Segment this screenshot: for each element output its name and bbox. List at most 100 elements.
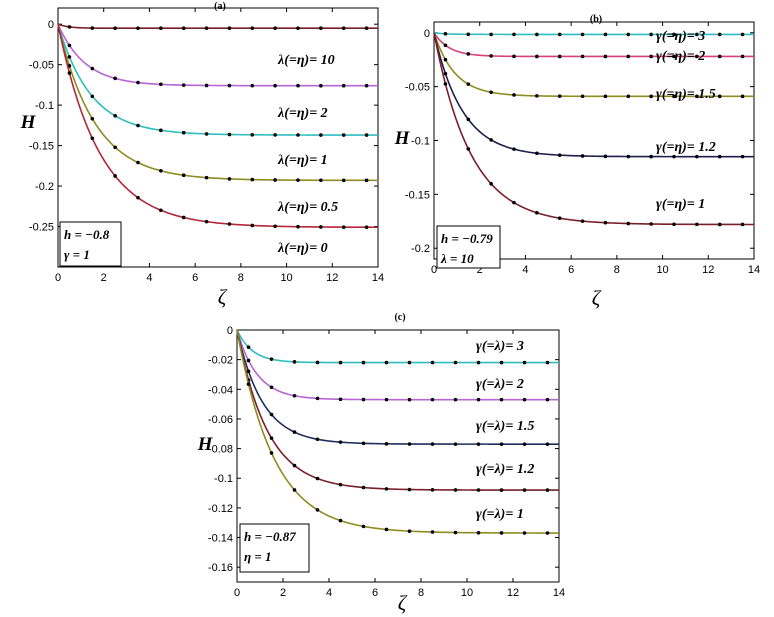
series-point	[649, 222, 653, 226]
y-tick-label: 0	[48, 19, 54, 31]
series-point	[522, 397, 527, 402]
series-point	[453, 530, 458, 535]
series-point	[453, 488, 458, 492]
series-point	[717, 54, 722, 59]
series-point	[296, 83, 300, 88]
series-point	[269, 357, 274, 361]
series-point	[315, 360, 320, 365]
series-point	[717, 94, 722, 99]
series-point	[338, 482, 343, 487]
series-point	[626, 94, 631, 99]
series-point	[364, 26, 369, 31]
panel-c: (c) 0 2 4 6 8 10 12 14 0 -0.02 -0.04 -0.06 -0.08 -0.1 -…	[197, 312, 566, 615]
parameter-box	[436, 225, 501, 269]
series-line	[236, 329, 559, 491]
series-point	[535, 151, 539, 156]
x-tick-label: 4	[146, 272, 152, 284]
series-point	[545, 531, 550, 535]
series-point	[512, 147, 516, 151]
series-point	[204, 175, 209, 180]
y-tick-label: -0.05	[29, 60, 54, 72]
panel-b: (b) 0 2 4 6 8 10 12 14 0 -0.05 -0.1 -0.15 -0.2 Hζ γ(=η)…	[394, 14, 761, 310]
series-point	[181, 26, 186, 31]
series-point	[338, 518, 343, 523]
series-point	[522, 360, 527, 365]
series-point	[443, 71, 448, 76]
series-point	[557, 216, 562, 220]
series-point	[67, 55, 72, 59]
series-point	[364, 178, 369, 183]
series-point	[159, 208, 163, 213]
y-tick-label: -0.1	[35, 100, 54, 112]
series-point	[580, 219, 585, 223]
series-point	[453, 360, 458, 365]
series-point	[384, 487, 389, 491]
series-point	[407, 397, 412, 402]
series-point	[292, 430, 297, 434]
series-point	[522, 442, 527, 446]
series-annotation: λ(=η)= 0.5	[277, 200, 338, 215]
series-point	[338, 360, 343, 365]
series-point	[136, 160, 140, 165]
y-tick-label: -0.1	[411, 136, 430, 148]
series-point	[695, 94, 699, 99]
x-axis-label: ζ	[592, 286, 602, 310]
x-tick-label: 8	[238, 272, 244, 284]
series-point	[136, 26, 140, 31]
series-point	[67, 71, 72, 75]
series-point	[672, 94, 676, 99]
series-point	[136, 80, 140, 85]
series-point	[90, 66, 95, 71]
series-point	[489, 182, 493, 186]
series-point	[580, 94, 585, 99]
series-point	[227, 26, 232, 31]
series-point	[545, 442, 550, 446]
series-line	[57, 23, 378, 136]
series-line	[433, 32, 754, 226]
series-point	[250, 223, 255, 228]
series-point	[269, 385, 274, 390]
series-point	[273, 224, 277, 229]
series-point	[269, 412, 274, 417]
series-point	[407, 360, 412, 365]
series-point	[512, 32, 516, 37]
series-point	[338, 440, 343, 444]
series-line	[57, 23, 378, 30]
parameter-text: λ = 10	[440, 251, 474, 266]
series-point	[466, 82, 471, 86]
series-point	[246, 345, 251, 350]
y-tick-label: -0.15	[29, 141, 54, 153]
series-point	[535, 54, 539, 59]
series-annotation: λ(=η)= 10	[277, 53, 335, 68]
series-point	[545, 360, 550, 365]
y-tick-label: -0.16	[208, 562, 233, 574]
series-annotation: λ(=η)= 1	[277, 153, 328, 168]
series-point	[204, 83, 209, 88]
x-tick-label: 14	[748, 264, 760, 276]
series-point	[557, 153, 562, 157]
series-point	[672, 54, 676, 59]
series-point	[319, 178, 323, 183]
series-point	[649, 54, 653, 59]
series-point	[740, 32, 745, 37]
series-point	[649, 94, 653, 99]
y-tick-label: 0	[424, 28, 430, 40]
series-point	[580, 154, 585, 158]
series-point	[430, 530, 435, 534]
series-point	[407, 487, 412, 492]
series-annotation: γ(=λ)= 2	[476, 377, 524, 392]
series-point	[489, 54, 493, 58]
series-point	[522, 531, 527, 535]
series-point	[672, 222, 676, 227]
series-point	[499, 488, 504, 492]
panel-label: (b)	[590, 14, 602, 25]
series-point	[443, 82, 448, 86]
x-tick-label: 8	[614, 264, 620, 276]
series-point	[269, 436, 274, 440]
series-point	[246, 382, 251, 386]
panel-label: (a)	[214, 1, 226, 12]
series-point	[443, 31, 448, 36]
series-point	[204, 132, 209, 136]
x-tick-label: 6	[568, 264, 574, 276]
y-tick-label: -0.05	[405, 82, 430, 94]
